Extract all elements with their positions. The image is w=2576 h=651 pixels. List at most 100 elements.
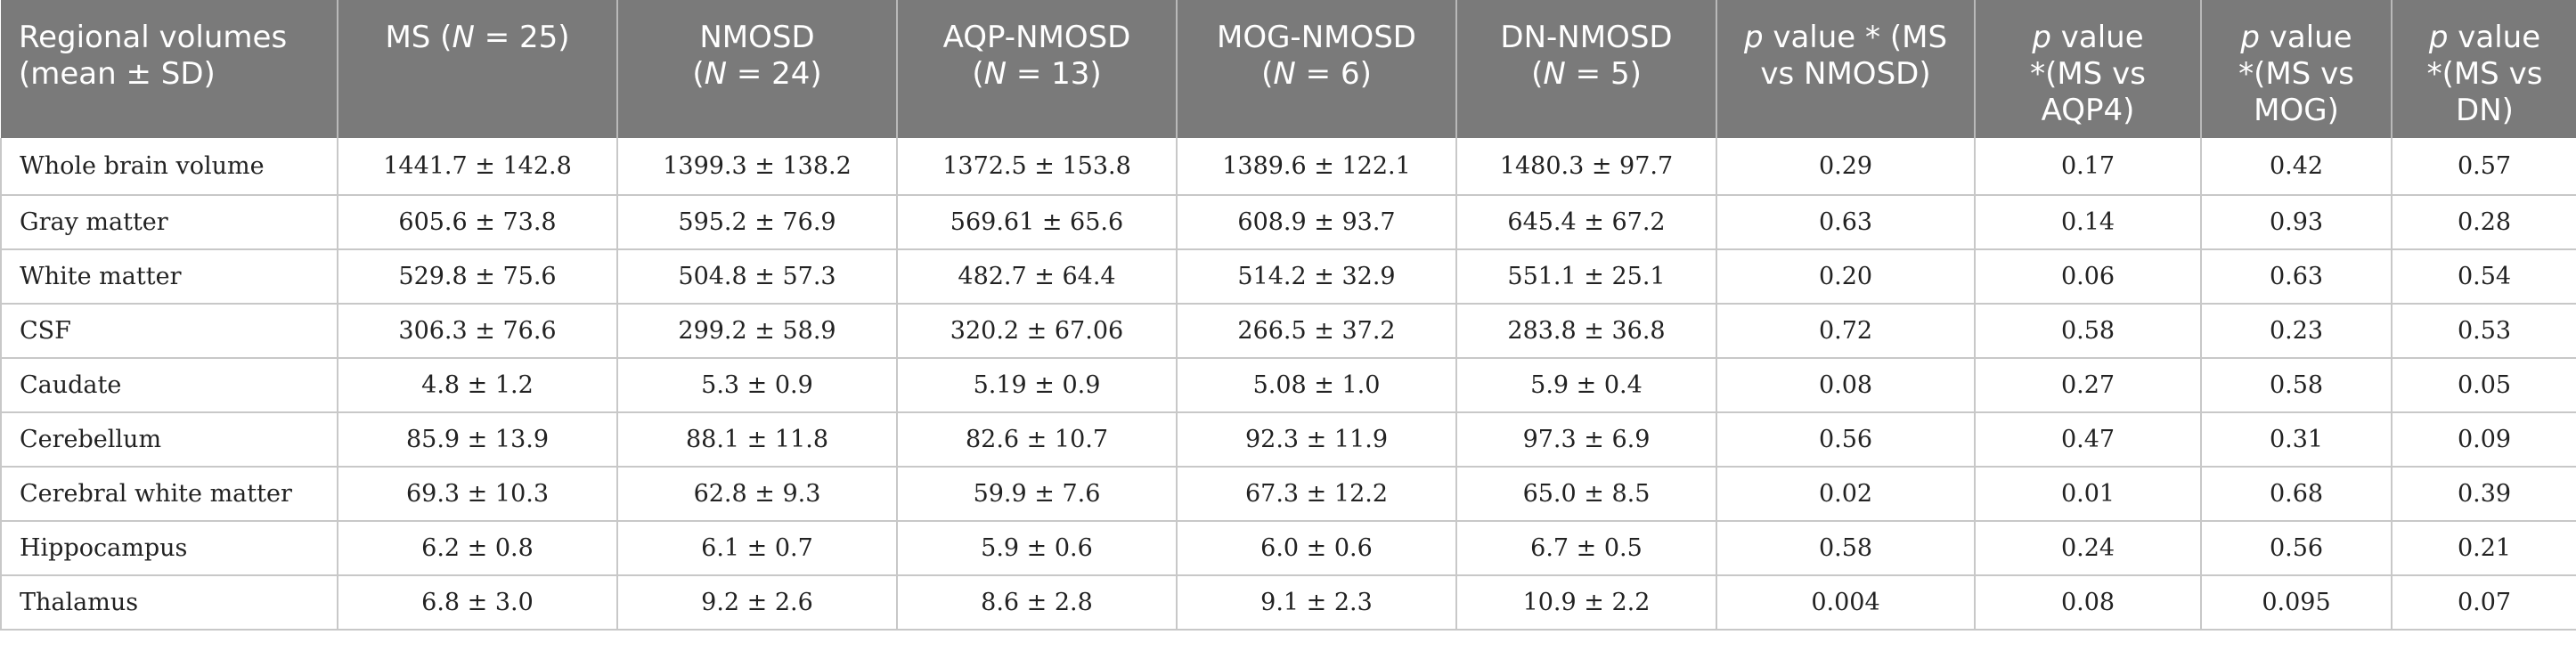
cell-nmosd: 62.8 ± 9.3 [617, 467, 898, 522]
header-line: p value [2032, 20, 2144, 55]
cell-region: Thalamus [0, 575, 338, 631]
cell-nmosd: 5.3 ± 0.9 [617, 358, 898, 413]
header-line: (N = 24) [692, 56, 822, 92]
cell-p-ms-vs-mog: 0.63 [2201, 249, 2393, 305]
cell-p-ms-vs-nmosd: 0.29 [1716, 138, 1976, 196]
cell-nmosd: 1399.3 ± 138.2 [617, 138, 898, 196]
table-row: Whole brain volume 1441.7 ± 142.8 1399.3 ±… [0, 138, 2576, 196]
header-line: AQP4) [2041, 93, 2135, 128]
cell-ms: 605.6 ± 73.8 [338, 195, 618, 250]
header-line: p value [2240, 20, 2352, 55]
cell-p-ms-vs-mog: 0.095 [2201, 575, 2393, 631]
table-row: Caudate 4.8 ± 1.2 5.3 ± 0.9 5.19 ± 0.9 5.08 … [0, 358, 2576, 413]
cell-p-ms-vs-nmosd: 0.72 [1716, 304, 1976, 359]
cell-p-ms-vs-mog: 0.58 [2201, 358, 2393, 413]
header-line: (N = 5) [1531, 56, 1642, 92]
cell-mog-nmosd: 266.5 ± 37.2 [1177, 304, 1457, 359]
header-nmosd: NMOSD (N = 24) [617, 0, 898, 138]
cell-dn-nmosd: 283.8 ± 36.8 [1456, 304, 1717, 359]
cell-nmosd: 504.8 ± 57.3 [617, 249, 898, 305]
table-row: Gray matter 605.6 ± 73.8 595.2 ± 76.9 569.6… [0, 195, 2576, 250]
table-row: Cerebellum 85.9 ± 13.9 88.1 ± 11.8 82.6 ± 1… [0, 412, 2576, 468]
header-mog-nmosd: MOG-NMOSD (N = 6) [1177, 0, 1457, 138]
header-p-ms-vs-dn: p value *(MS vs DN) [2392, 0, 2576, 138]
cell-mog-nmosd: 608.9 ± 93.7 [1177, 195, 1457, 250]
cell-aqp-nmosd: 1372.5 ± 153.8 [897, 138, 1178, 196]
cell-p-ms-vs-nmosd: 0.02 [1716, 467, 1976, 522]
cell-p-ms-vs-dn: 0.05 [2392, 358, 2576, 413]
cell-nmosd: 595.2 ± 76.9 [617, 195, 898, 250]
cell-aqp-nmosd: 8.6 ± 2.8 [897, 575, 1178, 631]
table-row: Cerebral white matter 69.3 ± 10.3 62.8 ± 9… [0, 467, 2576, 522]
cell-p-ms-vs-aqp4: 0.06 [1975, 249, 2202, 305]
header-line: NMOSD [699, 20, 815, 55]
cell-dn-nmosd: 1480.3 ± 97.7 [1456, 138, 1717, 196]
cell-mog-nmosd: 1389.6 ± 122.1 [1177, 138, 1457, 196]
header-line: (mean ± SD) [19, 56, 216, 92]
cell-aqp-nmosd: 482.7 ± 64.4 [897, 249, 1178, 305]
cell-dn-nmosd: 10.9 ± 2.2 [1456, 575, 1717, 631]
regional-volumes-table: Regional volumes (mean ± SD) MS (N = 25)… [0, 0, 2576, 631]
cell-dn-nmosd: 97.3 ± 6.9 [1456, 412, 1717, 468]
header-line: *(MS vs [2426, 56, 2543, 92]
cell-nmosd: 299.2 ± 58.9 [617, 304, 898, 359]
table-row: White matter 529.8 ± 75.6 504.8 ± 57.3 482.… [0, 249, 2576, 305]
cell-aqp-nmosd: 320.2 ± 67.06 [897, 304, 1178, 359]
cell-mog-nmosd: 9.1 ± 2.3 [1177, 575, 1457, 631]
cell-ms: 306.3 ± 76.6 [338, 304, 618, 359]
table-row: CSF 306.3 ± 76.6 299.2 ± 58.9 320.2 ± 67.06… [0, 304, 2576, 359]
cell-ms: 4.8 ± 1.2 [338, 358, 618, 413]
cell-region: White matter [0, 249, 338, 305]
cell-p-ms-vs-dn: 0.07 [2392, 575, 2576, 631]
cell-p-ms-vs-aqp4: 0.14 [1975, 195, 2202, 250]
header-p-ms-vs-mog: p value *(MS vs MOG) [2201, 0, 2393, 138]
cell-nmosd: 88.1 ± 11.8 [617, 412, 898, 468]
cell-p-ms-vs-aqp4: 0.47 [1975, 412, 2202, 468]
cell-p-ms-vs-mog: 0.42 [2201, 138, 2393, 196]
cell-region: Cerebellum [0, 412, 338, 468]
cell-aqp-nmosd: 59.9 ± 7.6 [897, 467, 1178, 522]
header-line: (N = 13) [972, 56, 1102, 92]
table-body: Whole brain volume 1441.7 ± 142.8 1399.3 ±… [0, 138, 2576, 631]
cell-p-ms-vs-mog: 0.56 [2201, 521, 2393, 576]
cell-p-ms-vs-dn: 0.09 [2392, 412, 2576, 468]
cell-p-ms-vs-nmosd: 0.08 [1716, 358, 1976, 413]
cell-p-ms-vs-dn: 0.39 [2392, 467, 2576, 522]
header-line: DN) [2456, 93, 2514, 128]
cell-p-ms-vs-dn: 0.28 [2392, 195, 2576, 250]
header-p-ms-vs-nmosd: p value * (MS vs NMOSD) [1716, 0, 1976, 138]
cell-region: Cerebral white matter [0, 467, 338, 522]
header-row: Regional volumes (mean ± SD) MS (N = 25)… [1, 0, 2576, 138]
header-line: AQP-NMOSD [942, 20, 1131, 55]
cell-region: CSF [0, 304, 338, 359]
cell-p-ms-vs-mog: 0.31 [2201, 412, 2393, 468]
header-line: vs NMOSD) [1760, 56, 1931, 92]
table-header: Regional volumes (mean ± SD) MS (N = 25)… [1, 0, 2576, 138]
header-ms: MS (N = 25) [338, 0, 618, 138]
cell-p-ms-vs-nmosd: 0.56 [1716, 412, 1976, 468]
cell-p-ms-vs-mog: 0.23 [2201, 304, 2393, 359]
header-line: MS (N = 25) [385, 20, 570, 55]
cell-dn-nmosd: 6.7 ± 0.5 [1456, 521, 1717, 576]
header-dn-nmosd: DN-NMOSD (N = 5) [1456, 0, 1717, 138]
header-regional-volumes: Regional volumes (mean ± SD) [1, 0, 338, 138]
header-line: DN-NMOSD [1500, 20, 1673, 55]
cell-p-ms-vs-aqp4: 0.01 [1975, 467, 2202, 522]
cell-p-ms-vs-nmosd: 0.58 [1716, 521, 1976, 576]
cell-region: Hippocampus [0, 521, 338, 576]
cell-mog-nmosd: 67.3 ± 12.2 [1177, 467, 1457, 522]
cell-nmosd: 9.2 ± 2.6 [617, 575, 898, 631]
cell-ms: 69.3 ± 10.3 [338, 467, 618, 522]
header-line: MOG-NMOSD [1216, 20, 1416, 55]
cell-p-ms-vs-dn: 0.21 [2392, 521, 2576, 576]
cell-p-ms-vs-nmosd: 0.63 [1716, 195, 1976, 250]
cell-p-ms-vs-aqp4: 0.17 [1975, 138, 2202, 196]
cell-p-ms-vs-aqp4: 0.27 [1975, 358, 2202, 413]
table-row: Hippocampus 6.2 ± 0.8 6.1 ± 0.7 5.9 ± 0.6 6.… [0, 521, 2576, 576]
cell-ms: 529.8 ± 75.6 [338, 249, 618, 305]
header-line: *(MS vs [2238, 56, 2354, 92]
cell-region: Caudate [0, 358, 338, 413]
cell-region: Gray matter [0, 195, 338, 250]
cell-p-ms-vs-aqp4: 0.58 [1975, 304, 2202, 359]
header-line: *(MS vs [2030, 56, 2146, 92]
